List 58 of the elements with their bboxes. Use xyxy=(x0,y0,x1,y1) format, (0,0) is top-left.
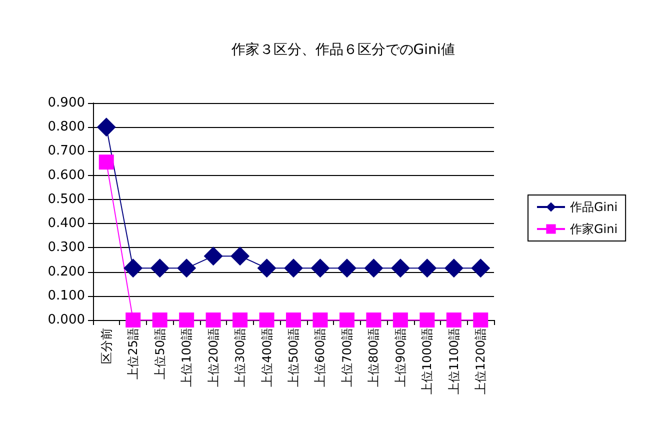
point xyxy=(259,312,274,328)
point xyxy=(392,312,408,328)
point xyxy=(284,258,303,278)
point xyxy=(312,312,328,328)
legend-label: 作家Gini xyxy=(569,222,618,236)
y-tick-label: 0.800 xyxy=(48,120,85,135)
x-tick-label: 上位100語 xyxy=(180,328,194,387)
point xyxy=(179,312,194,328)
x-tick-label: 上位900語 xyxy=(393,328,408,387)
y-tick-label: 0.600 xyxy=(48,168,85,183)
point xyxy=(364,258,384,278)
point xyxy=(204,246,223,266)
point xyxy=(96,118,116,137)
x-tick-label: 上位25語 xyxy=(126,328,140,380)
point xyxy=(126,312,141,328)
point xyxy=(257,258,276,278)
x-tick-label: 上位300語 xyxy=(233,328,248,387)
x-tick-label: 上位200語 xyxy=(206,328,220,387)
point xyxy=(337,258,356,278)
point xyxy=(230,246,250,266)
y-tick-label: 0.900 xyxy=(48,96,85,110)
point xyxy=(177,258,196,278)
point xyxy=(152,312,168,328)
x-tick-label: 上位800語 xyxy=(366,328,381,387)
x-tick-label: 区分前 xyxy=(99,328,114,364)
point xyxy=(444,258,464,278)
point xyxy=(310,258,330,278)
point xyxy=(98,154,114,170)
x-tick-label: 上位1000語 xyxy=(420,328,434,395)
point xyxy=(418,258,437,278)
x-tick-label: 上位50語 xyxy=(152,328,167,380)
x-tick-label: 上位600語 xyxy=(313,328,328,387)
y-tick-label: 0.100 xyxy=(48,288,85,304)
point xyxy=(420,312,435,328)
point xyxy=(150,258,170,278)
point xyxy=(366,312,382,328)
x-tick-label: 上位400語 xyxy=(260,328,274,387)
y-tick-label: 0.400 xyxy=(48,216,85,232)
y-tick-label: 0.700 xyxy=(48,144,85,159)
y-tick-label: 0.200 xyxy=(48,264,85,280)
point xyxy=(473,312,488,328)
point xyxy=(206,312,221,328)
point xyxy=(232,312,248,328)
x-tick-label: 上位1100語 xyxy=(446,328,461,395)
point xyxy=(390,258,410,278)
x-tick-label: 上位1200語 xyxy=(474,328,488,395)
chart-title: 作家３区分、作品６区分でのGini値 xyxy=(230,42,455,58)
point xyxy=(286,312,301,328)
point xyxy=(471,258,490,278)
y-tick-label: 0.300 xyxy=(48,240,85,256)
x-tick-label: 上位700語 xyxy=(340,328,354,387)
y-tick-label: 0.000 xyxy=(48,312,85,328)
point xyxy=(124,258,143,278)
x-tick-label: 上位500語 xyxy=(286,328,300,387)
legend-label: 作品Gini xyxy=(569,200,618,214)
point xyxy=(339,312,354,328)
y-tick-label: 0.500 xyxy=(48,192,85,207)
point xyxy=(446,312,462,328)
